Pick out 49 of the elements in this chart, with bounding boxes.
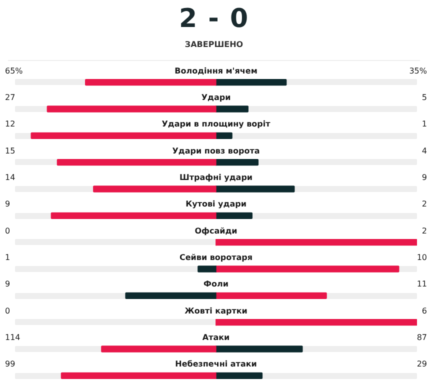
y-tick-label: Жовті картки — [184, 306, 248, 316]
chart-subtitle: ЗАВЕРШЕНО — [184, 40, 244, 49]
bar — [216, 132, 232, 139]
text: 15 — [5, 146, 16, 156]
annotation: 29 — [416, 360, 427, 369]
text: 0 — [5, 226, 10, 236]
bar — [101, 346, 216, 352]
bar — [216, 372, 263, 379]
text: 1 — [5, 253, 10, 262]
y-tick-label: Удари — [201, 93, 231, 102]
y-tick-label: Удари повз ворота — [172, 146, 260, 156]
y-tick-label: Штрафні удари — [179, 173, 253, 182]
bar — [216, 79, 287, 86]
text: 4 — [422, 146, 427, 156]
text: 99 — [5, 360, 16, 369]
bar — [85, 79, 216, 86]
bar — [216, 186, 295, 192]
text: 6 — [422, 306, 427, 316]
text: 9 — [422, 173, 427, 182]
annotation: 10 — [416, 253, 427, 262]
annotation: 87 — [416, 333, 427, 342]
bar — [216, 106, 248, 112]
y-tick-label: Кутові удари — [186, 200, 246, 209]
text: 65% — [5, 66, 24, 76]
bar — [216, 212, 253, 219]
annotation: 35% — [409, 66, 428, 76]
bar — [216, 346, 303, 352]
y-tick-label: Офсайди — [194, 226, 238, 236]
y-tick-label: Фоли — [204, 280, 228, 289]
text: 9 — [5, 200, 10, 209]
text: 2 — [422, 200, 427, 209]
bar — [216, 159, 259, 166]
text: 12 — [5, 120, 16, 129]
text: 27 — [5, 93, 16, 102]
text: 9 — [5, 280, 10, 289]
text: 114 — [5, 333, 20, 342]
y-tick-label: Атаки — [202, 333, 230, 342]
annotation: 11 — [416, 280, 427, 289]
text: 14 — [5, 173, 16, 182]
y-tick-label: Володіння м'ячем — [174, 66, 258, 76]
text: 1 — [422, 120, 427, 129]
bar — [93, 186, 216, 192]
text: 2 — [422, 226, 427, 236]
text: 0 — [5, 306, 10, 316]
chart-title: 2 - 0 — [178, 3, 250, 34]
y-tick-label: Небезпечні атаки — [175, 360, 257, 369]
y-tick-label: Удари в площину воріт — [162, 120, 271, 129]
y-tick-label: Сейви воротаря — [179, 253, 253, 262]
text: 5 — [422, 93, 427, 102]
